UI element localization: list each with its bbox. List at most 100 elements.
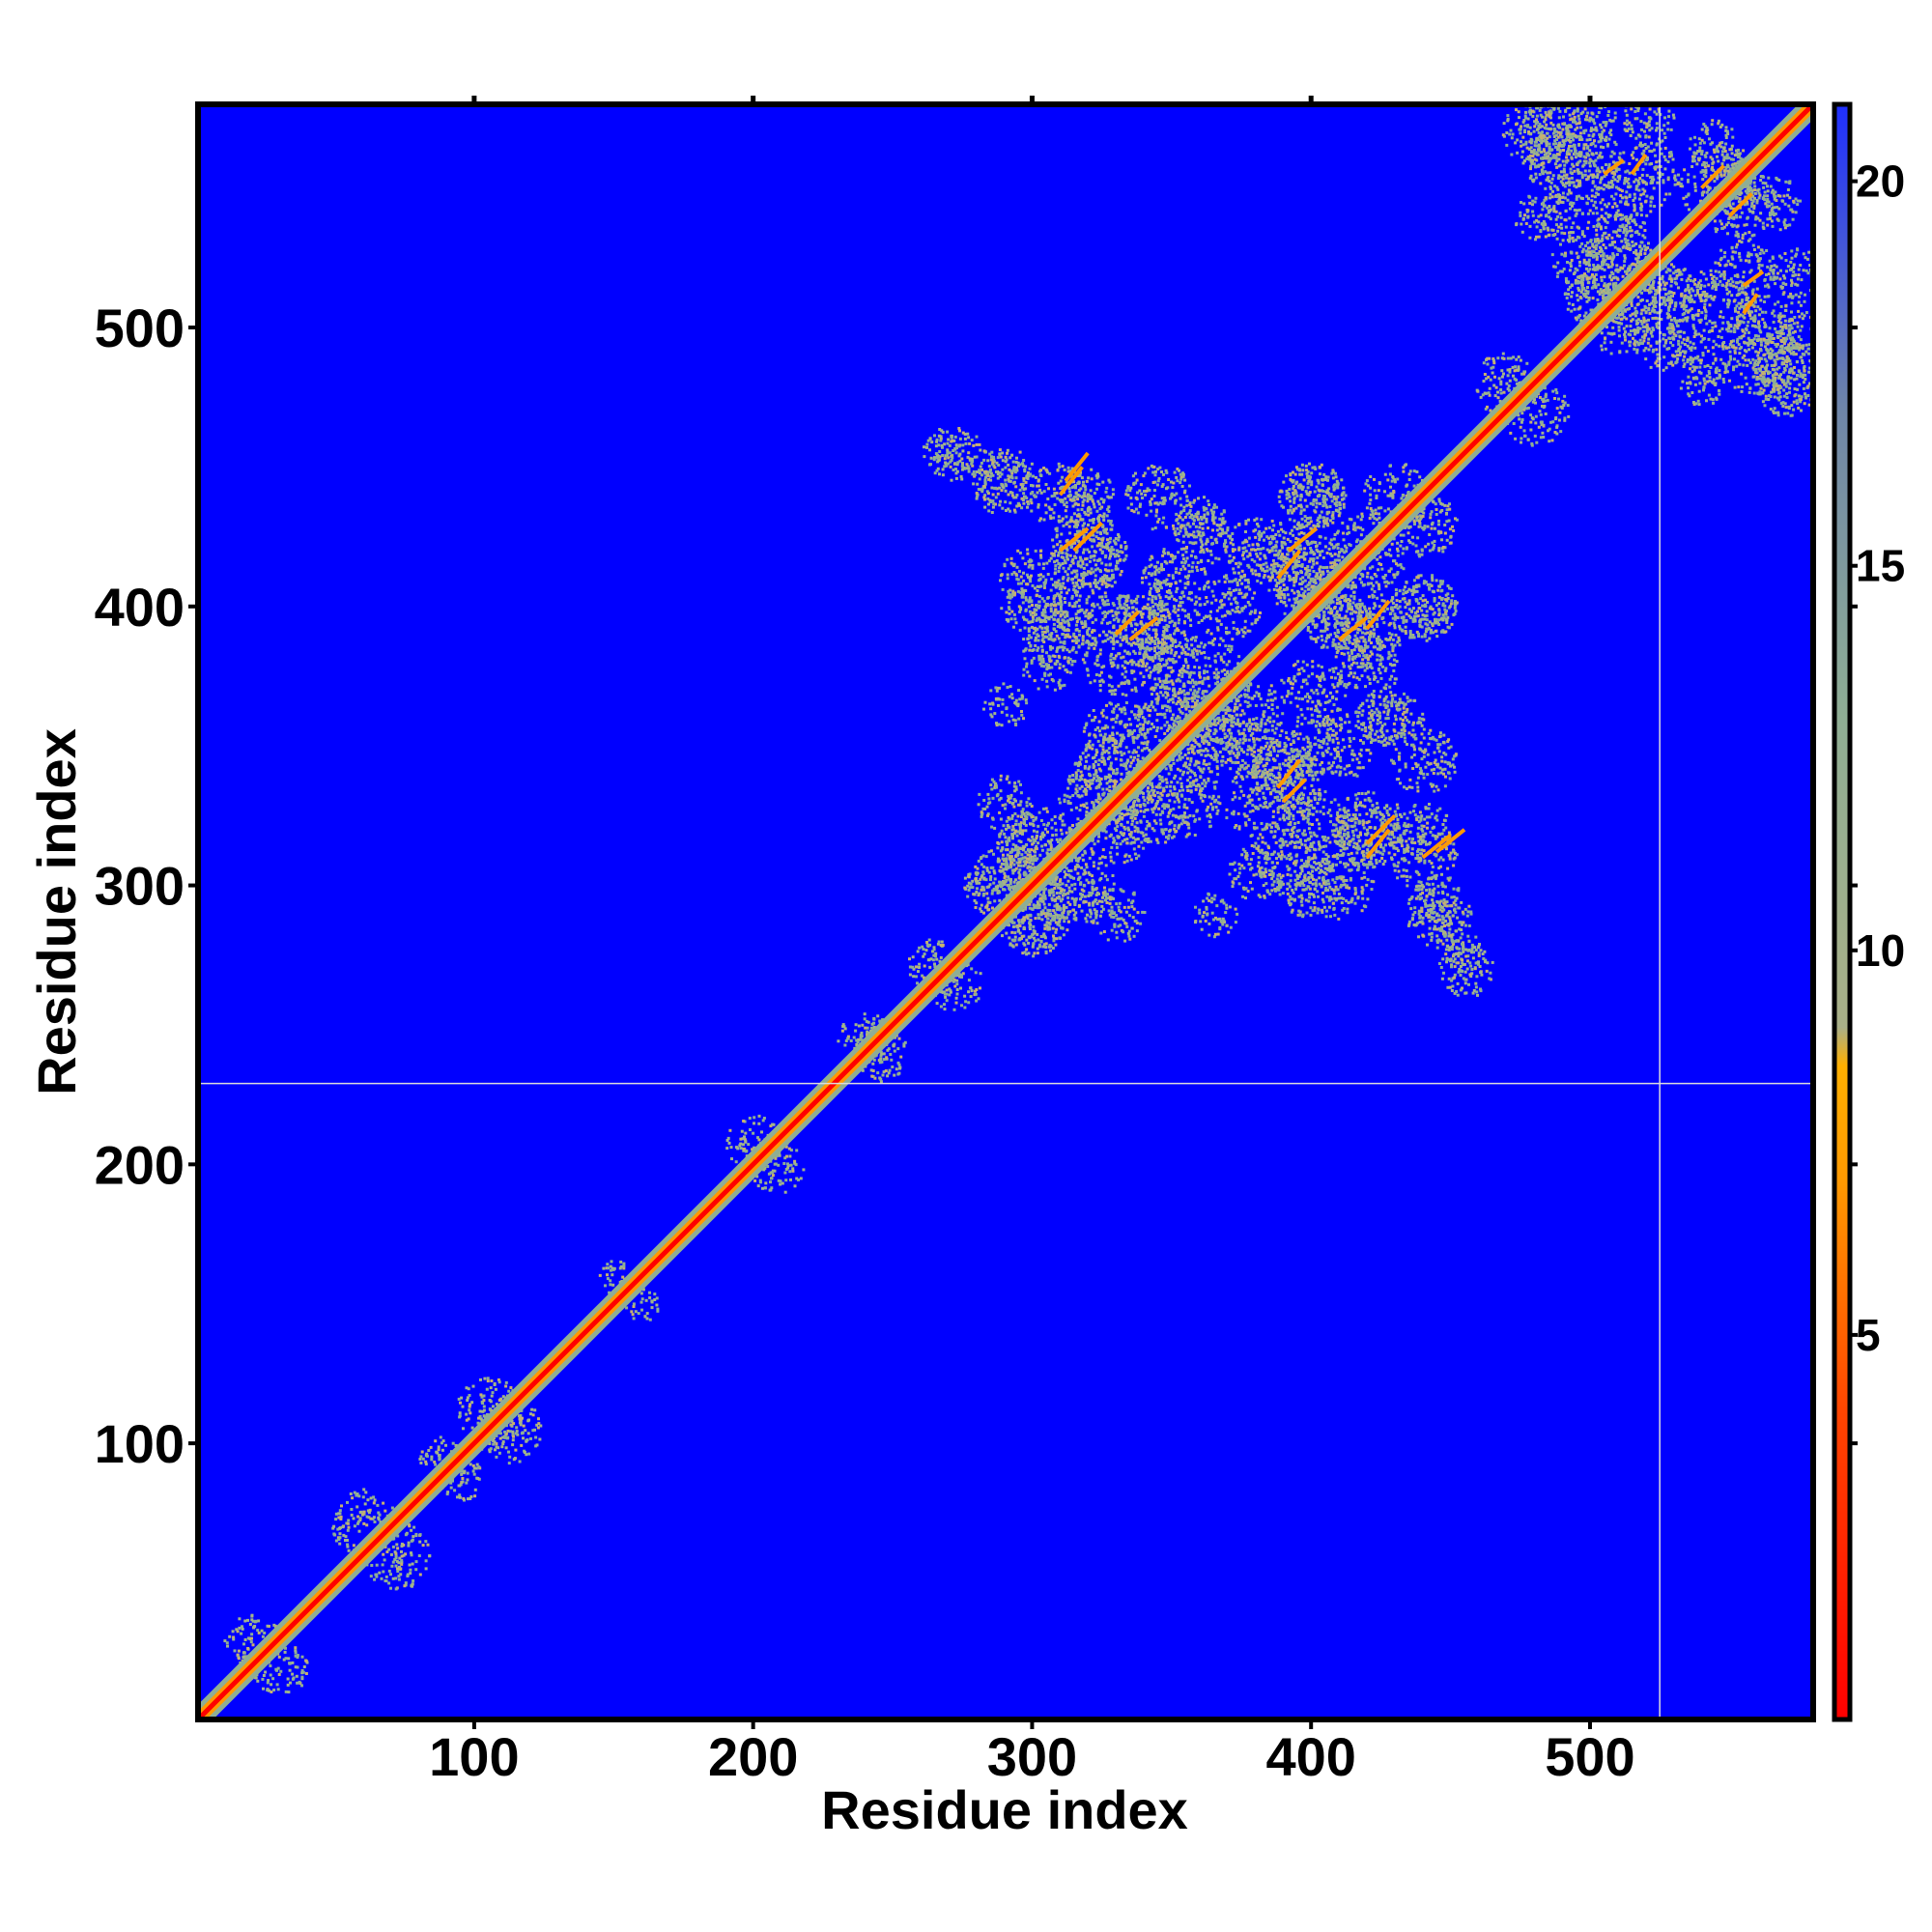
- heatmap-cell: [1677, 286, 1680, 290]
- heatmap-cell: [1020, 937, 1023, 941]
- heatmap-cell: [1369, 498, 1373, 502]
- heatmap-cell: [966, 963, 970, 967]
- heatmap-cell: [1635, 259, 1639, 263]
- heatmap-cell: [1318, 615, 1321, 619]
- heatmap-cell: [941, 990, 945, 994]
- heatmap-cell: [1022, 501, 1026, 505]
- heatmap-cell: [1623, 256, 1627, 260]
- heatmap-cell: [384, 1509, 387, 1513]
- heatmap-cell: [1078, 755, 1082, 759]
- heatmap-cell: [967, 436, 971, 440]
- heatmap-cell: [1435, 914, 1438, 918]
- heatmap-cell: [1750, 234, 1754, 238]
- heatmap-cell: [1118, 811, 1122, 815]
- heatmap-cell: [1482, 361, 1486, 365]
- heatmap-cell: [1235, 707, 1238, 711]
- heatmap-cell: [1177, 798, 1180, 802]
- heatmap-cell: [739, 1142, 743, 1146]
- heatmap-cell: [490, 1408, 494, 1412]
- heatmap-cell: [463, 1469, 467, 1473]
- heatmap-cell: [1542, 436, 1546, 439]
- heatmap-cell: [1083, 766, 1087, 770]
- heatmap-cell: [438, 1454, 441, 1458]
- heatmap-cell: [1009, 456, 1012, 460]
- heatmap-cell: [382, 1501, 385, 1505]
- heatmap-cell: [789, 1163, 793, 1167]
- heatmap-cell: [1288, 598, 1292, 602]
- heatmap-cell: [378, 1571, 382, 1575]
- heatmap-cell: [534, 1435, 538, 1439]
- heatmap-cell: [1022, 478, 1026, 482]
- heatmap-cell: [925, 943, 929, 947]
- heatmap-cell: [1157, 657, 1161, 661]
- heatmap-cell: [1105, 781, 1109, 785]
- heatmap-cell: [1591, 297, 1595, 300]
- heatmap-cell: [521, 1416, 524, 1420]
- heatmap-cell: [1629, 314, 1633, 318]
- heatmap-cell: [1724, 166, 1728, 169]
- heatmap-cell: [1659, 309, 1662, 313]
- heatmap-cell: [508, 1430, 512, 1434]
- heatmap-cell: [908, 965, 912, 969]
- heatmap-cell: [1679, 185, 1683, 187]
- heatmap-cell: [1770, 209, 1774, 213]
- heatmap-cell: [1447, 519, 1451, 523]
- heatmap-cell: [1606, 285, 1610, 289]
- heatmap-cell: [940, 429, 944, 433]
- heatmap-cell: [1411, 535, 1414, 539]
- heatmap-cell: [1034, 495, 1037, 498]
- heatmap-cell: [524, 1429, 527, 1433]
- heatmap-cell: [1319, 554, 1321, 557]
- heatmap-cell: [865, 1020, 868, 1023]
- heatmap-cell: [1269, 692, 1273, 696]
- heatmap-cell: [336, 1527, 340, 1531]
- heatmap-cell: [1224, 644, 1228, 648]
- heatmap-cell: [453, 1489, 457, 1492]
- heatmap-cell: [1685, 195, 1689, 199]
- heatmap-cell: [1320, 645, 1323, 649]
- heatmap-cell: [1361, 575, 1365, 578]
- heatmap-cell: [863, 1012, 867, 1016]
- heatmap-cell: [1609, 278, 1613, 282]
- heatmap-cell: [1505, 382, 1509, 385]
- heatmap-cell: [897, 1063, 901, 1066]
- heatmap-cell: [1158, 778, 1162, 781]
- heatmap-cell: [1358, 598, 1362, 602]
- heatmap-cell: [1603, 284, 1606, 288]
- heatmap-cell: [1418, 475, 1422, 479]
- heatmap-cell: [1530, 443, 1534, 447]
- heatmap-cell: [334, 1512, 338, 1516]
- heatmap-cell: [755, 1175, 759, 1179]
- heatmap-cell: [1216, 675, 1220, 679]
- heatmap-cell: [1530, 441, 1534, 445]
- heatmap-cell: [1109, 737, 1113, 741]
- heatmap-cell: [611, 1273, 614, 1277]
- heatmap-cell: [1187, 798, 1191, 801]
- heatmap-cell: [1285, 561, 1289, 565]
- heatmap-cell: [1225, 663, 1229, 667]
- heatmap-cell: [918, 962, 922, 966]
- heatmap-cell: [1091, 743, 1094, 747]
- heatmap-cell: [1720, 162, 1724, 166]
- heatmap-cell: [1005, 509, 1008, 512]
- heatmap-cell: [1097, 783, 1101, 786]
- heatmap-cell: [1219, 724, 1223, 728]
- heatmap-cell: [1632, 336, 1634, 340]
- heatmap-cell: [1437, 499, 1441, 503]
- heatmap-cell: [1043, 895, 1047, 898]
- heatmap-cell: [1373, 489, 1377, 493]
- heatmap-cell: [424, 1460, 428, 1463]
- heatmap-cell: [1621, 267, 1625, 270]
- heatmap-cell: [358, 1519, 362, 1521]
- heatmap-cell: [400, 1562, 404, 1566]
- heatmap-cell: [1051, 926, 1055, 930]
- heatmap-cell: [1737, 200, 1741, 204]
- heatmap-cell: [846, 1035, 850, 1038]
- heatmap-cell: [1056, 923, 1060, 926]
- heatmap-cell: [407, 1544, 411, 1548]
- heatmap-cell: [451, 1479, 454, 1483]
- heatmap-cell: [1260, 703, 1264, 707]
- heatmap-cell: [1743, 223, 1747, 227]
- heatmap-cell: [1146, 789, 1150, 793]
- heatmap-cell: [611, 1283, 615, 1287]
